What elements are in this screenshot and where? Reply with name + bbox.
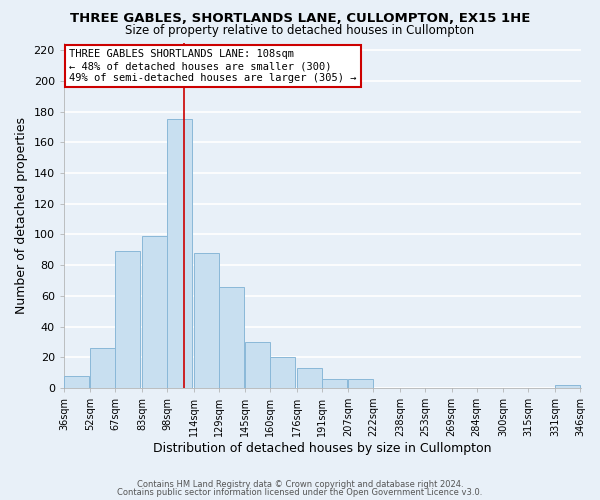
Bar — [194, 253, 218, 388]
Bar — [64, 376, 89, 388]
Bar — [297, 368, 322, 388]
Bar — [322, 378, 347, 388]
Bar — [91, 348, 115, 388]
Text: THREE GABLES, SHORTLANDS LANE, CULLOMPTON, EX15 1HE: THREE GABLES, SHORTLANDS LANE, CULLOMPTO… — [70, 12, 530, 26]
Bar — [167, 120, 192, 388]
Bar — [142, 236, 167, 388]
Text: Size of property relative to detached houses in Cullompton: Size of property relative to detached ho… — [125, 24, 475, 37]
Y-axis label: Number of detached properties: Number of detached properties — [15, 116, 28, 314]
Text: Contains public sector information licensed under the Open Government Licence v3: Contains public sector information licen… — [118, 488, 482, 497]
Bar — [115, 252, 140, 388]
Bar — [270, 357, 295, 388]
Bar — [349, 378, 373, 388]
Bar — [218, 286, 244, 388]
Bar — [555, 385, 580, 388]
X-axis label: Distribution of detached houses by size in Cullompton: Distribution of detached houses by size … — [154, 442, 492, 455]
Text: Contains HM Land Registry data © Crown copyright and database right 2024.: Contains HM Land Registry data © Crown c… — [137, 480, 463, 489]
Bar — [245, 342, 270, 388]
Text: THREE GABLES SHORTLANDS LANE: 108sqm
← 48% of detached houses are smaller (300)
: THREE GABLES SHORTLANDS LANE: 108sqm ← 4… — [69, 50, 356, 82]
